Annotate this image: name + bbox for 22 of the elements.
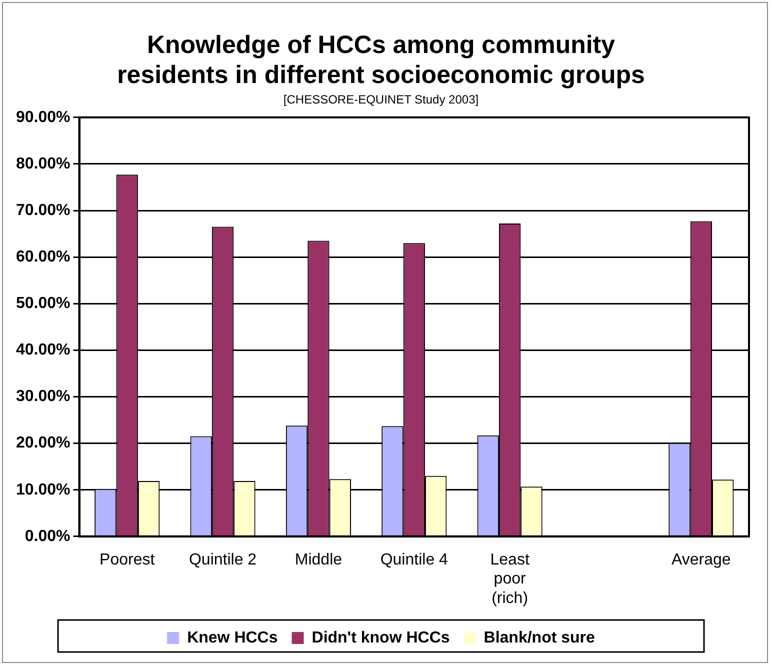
y-tick-label: 50.00% bbox=[16, 295, 70, 312]
y-tick-label: 40.00% bbox=[16, 342, 70, 359]
text: Knowledge of HCCs among community bbox=[146, 30, 616, 59]
y-tick-label: 90.00% bbox=[16, 108, 70, 126]
y-tick-label: 10.00% bbox=[16, 481, 70, 498]
x-tick-label: Quintile 2 bbox=[188, 551, 257, 568]
y-tick-label: 80.00% bbox=[16, 155, 70, 172]
x-tick-label: Average bbox=[672, 551, 731, 568]
x-tick-label: Poorest bbox=[100, 551, 156, 568]
legend-label: Knew HCCs bbox=[187, 629, 278, 646]
y-tick-label: 60.00% bbox=[16, 248, 70, 266]
text: residents in different socioeconomic groups bbox=[117, 60, 645, 89]
x-tick-label: Middle bbox=[294, 551, 342, 568]
chart-subtitle: [CHESSORE-EQUINET Study 2003] bbox=[283, 92, 479, 107]
y-tick-label: 20.00% bbox=[16, 434, 70, 452]
legend-label: Blank/not sure bbox=[484, 629, 596, 646]
y-tick-label: 0.00% bbox=[24, 528, 70, 545]
x-tick-label: Quintile 4 bbox=[380, 551, 448, 568]
y-tick-label: 30.00% bbox=[16, 388, 70, 406]
x-tick-label: Least poor (rich) bbox=[490, 551, 530, 607]
y-tick-label: 70.00% bbox=[16, 202, 70, 219]
legend-label: Didn't know HCCs bbox=[312, 629, 450, 646]
